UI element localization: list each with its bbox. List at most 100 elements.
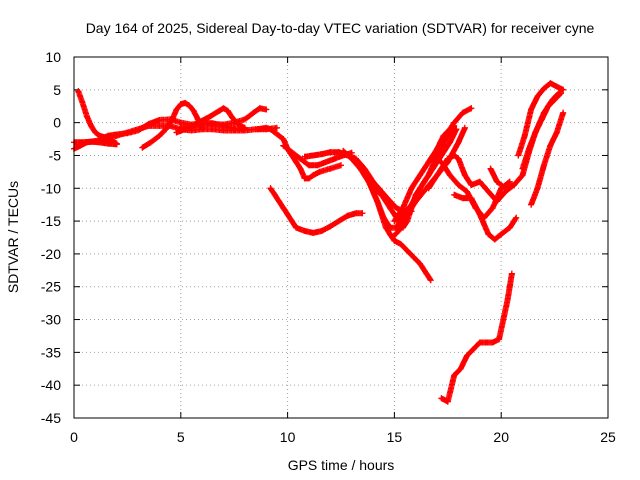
data-point <box>237 122 244 129</box>
data-point <box>271 129 278 136</box>
data-point <box>489 339 496 346</box>
x-tick-label: 15 <box>387 429 403 445</box>
data-point <box>408 185 415 192</box>
series-arc-20 <box>451 191 520 243</box>
data-point <box>276 132 283 139</box>
data-point <box>357 162 364 169</box>
data-point <box>288 218 295 225</box>
data-point <box>352 210 359 217</box>
data-point <box>199 121 206 128</box>
data-point <box>267 126 274 133</box>
data-point <box>502 185 509 192</box>
data-point <box>310 152 317 159</box>
data-point <box>498 231 505 238</box>
data-point <box>455 155 462 162</box>
data-point <box>459 195 466 202</box>
data-point <box>485 188 492 195</box>
data-point <box>359 210 366 217</box>
data-point <box>88 138 95 145</box>
grid <box>73 56 609 419</box>
data-point <box>387 231 394 238</box>
data-point <box>318 227 325 234</box>
data-point <box>489 204 496 211</box>
series-arc-24 <box>528 109 567 208</box>
data-point <box>220 105 227 112</box>
series-arc-26 <box>438 270 515 405</box>
data-point <box>506 224 513 231</box>
data-point <box>284 211 291 218</box>
data-point <box>528 201 535 208</box>
data-point <box>547 80 554 87</box>
data-point <box>169 116 176 123</box>
data-point <box>88 122 95 129</box>
data-point <box>391 237 398 244</box>
data-point <box>335 218 342 225</box>
data-point <box>340 147 347 154</box>
data-point <box>231 125 238 132</box>
y-tick-label: -40 <box>41 377 61 393</box>
x-tick-label: 10 <box>280 429 296 445</box>
data-point <box>293 224 300 231</box>
data-point <box>241 116 248 123</box>
data-point <box>553 83 560 90</box>
data-point <box>399 224 406 231</box>
data-point <box>534 93 541 100</box>
data-point <box>404 218 411 225</box>
y-axis-label: SDTVAR / TECUs <box>5 181 21 293</box>
data-point <box>393 204 400 211</box>
data-point <box>511 181 518 188</box>
data-point <box>316 168 323 175</box>
x-tick-label: 25 <box>600 429 616 445</box>
data-point <box>263 106 270 113</box>
data-point <box>216 107 223 114</box>
data-point <box>446 172 453 179</box>
data-point <box>442 132 449 139</box>
data-point <box>92 129 99 136</box>
series-arc-17 <box>391 126 453 225</box>
data-point <box>323 159 330 166</box>
data-point <box>455 139 462 146</box>
y-tick-label: -35 <box>41 344 61 360</box>
data-point <box>468 181 475 188</box>
data-point <box>113 141 120 148</box>
series-arc-21 <box>442 105 475 139</box>
y-tick-label: -25 <box>41 279 61 295</box>
plot-area <box>71 80 567 405</box>
data-point <box>468 195 475 202</box>
series-arc-25 <box>519 90 562 172</box>
data-point <box>327 149 334 156</box>
data-point <box>476 178 483 185</box>
data-point <box>280 142 287 149</box>
data-point <box>186 102 193 109</box>
data-point <box>549 96 556 103</box>
data-point <box>451 372 458 379</box>
data-point <box>496 336 503 343</box>
data-point <box>301 227 308 234</box>
data-point <box>297 165 304 172</box>
data-point <box>380 214 387 221</box>
y-tick-label: 10 <box>45 49 61 65</box>
data-point <box>519 172 526 179</box>
data-point <box>560 86 567 93</box>
data-point <box>540 109 547 116</box>
data-point <box>532 129 539 136</box>
data-point <box>374 198 381 205</box>
data-point <box>525 145 532 152</box>
data-point <box>461 172 468 179</box>
data-point <box>455 181 462 188</box>
data-point <box>487 165 494 172</box>
series-arc-15 <box>357 122 458 231</box>
data-point <box>145 120 152 127</box>
data-point <box>177 124 184 131</box>
data-point <box>468 105 475 112</box>
data-point <box>519 165 526 172</box>
data-point <box>273 124 280 131</box>
data-point <box>105 140 112 147</box>
data-point <box>271 191 278 198</box>
data-point <box>293 159 300 166</box>
data-point <box>425 185 432 192</box>
data-point <box>476 339 483 346</box>
data-point <box>79 139 86 146</box>
data-point <box>506 283 513 290</box>
data-point <box>135 127 142 134</box>
